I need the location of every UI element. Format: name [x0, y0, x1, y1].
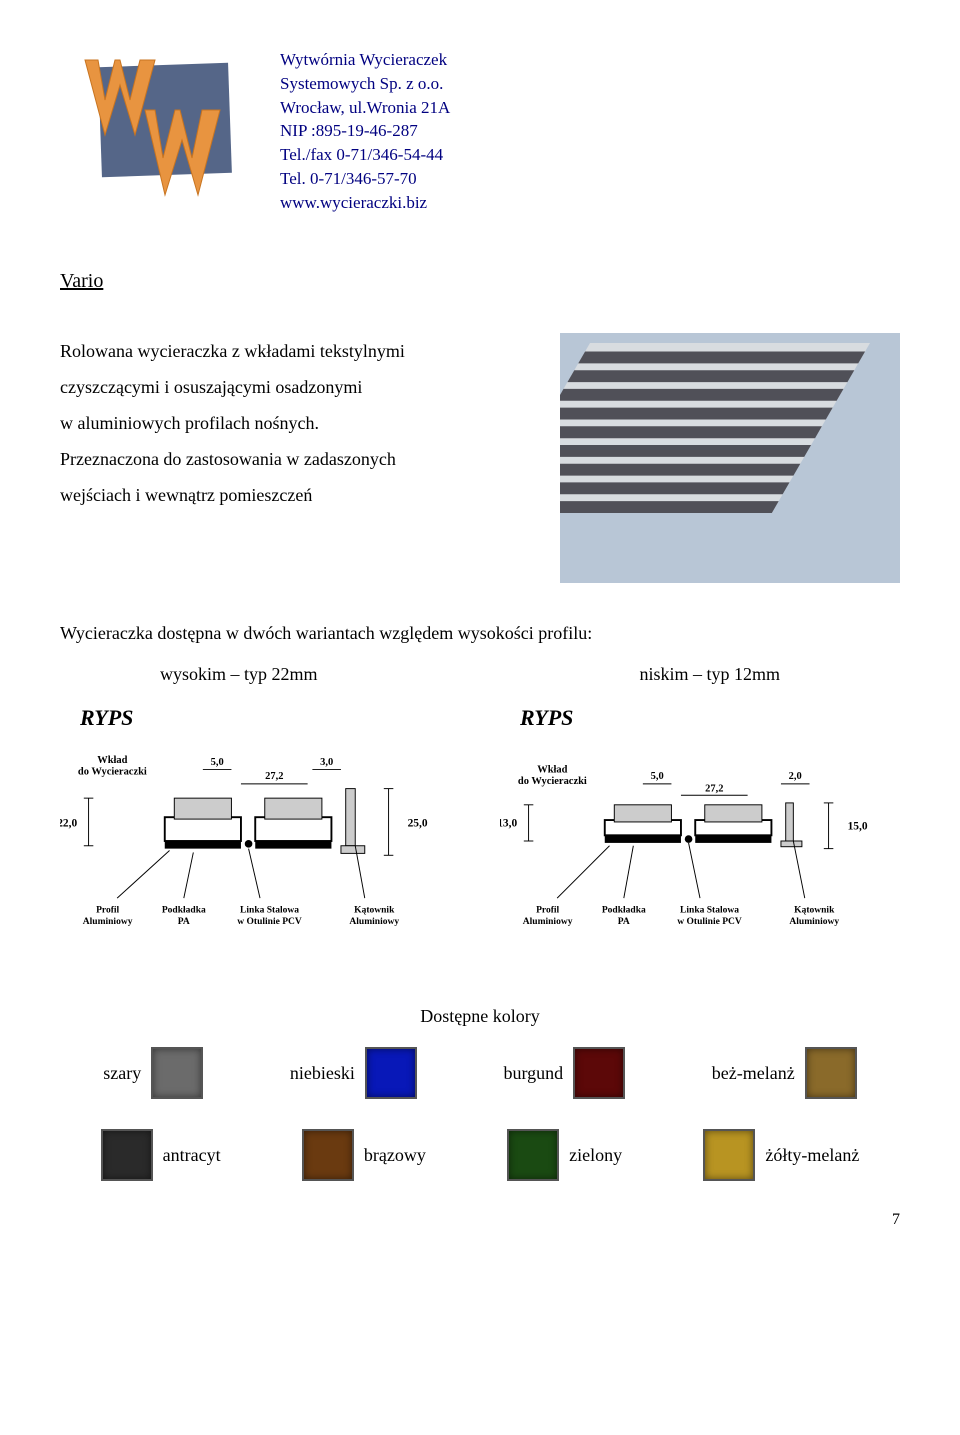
svg-text:Profil: Profil	[96, 905, 119, 915]
company-logo	[60, 40, 260, 220]
variant-labels: wysokim – typ 22mm niskim – typ 12mm	[60, 664, 900, 685]
svg-text:Aluminiowy: Aluminiowy	[349, 917, 399, 927]
color-label: zielony	[569, 1145, 622, 1166]
section-title: Vario	[60, 270, 900, 293]
company-phone2: Tel. 0-71/346-57-70	[280, 167, 450, 191]
color-label: brązowy	[364, 1145, 426, 1166]
desc-line: w aluminiowych profilach nośnych.	[60, 405, 530, 441]
colors-title: Dostępne kolory	[60, 1006, 900, 1027]
product-description: Rolowana wycieraczka z wkładami tekstyln…	[60, 333, 530, 583]
color-label: beż-melanż	[712, 1063, 795, 1084]
desc-line: czyszczącymi i osuszającymi osadzonymi	[60, 369, 530, 405]
svg-text:Kątownik: Kątownik	[354, 905, 395, 915]
color-swatch-burgund	[573, 1047, 625, 1099]
svg-text:Aluminiowy: Aluminiowy	[789, 917, 839, 927]
variant-low: niskim – typ 12mm	[639, 664, 900, 685]
color-item: szary	[103, 1047, 203, 1099]
color-swatch-brazowy	[302, 1129, 354, 1181]
company-phone1: Tel./fax 0-71/346-54-44	[280, 143, 450, 167]
color-label: antracyt	[163, 1145, 221, 1166]
company-info: Wytwórnia Wycieraczek Systemowych Sp. z …	[280, 40, 450, 215]
diagrams-row: RYPS Wkład do Wycieraczki 5,0 27,2 3,0	[60, 705, 900, 946]
svg-text:22,0: 22,0	[60, 818, 77, 830]
color-row-1: szary niebieski burgund beż-melanż	[60, 1047, 900, 1099]
svg-text:w Otulinie PCV: w Otulinie PCV	[677, 917, 742, 927]
svg-text:Wkład: Wkład	[537, 764, 567, 775]
page-header: Wytwórnia Wycieraczek Systemowych Sp. z …	[60, 40, 900, 220]
svg-text:do Wycieraczki: do Wycieraczki	[518, 776, 587, 787]
svg-text:PA: PA	[618, 917, 630, 927]
diagram-heading: RYPS	[500, 705, 900, 731]
svg-text:Aluminiowy: Aluminiowy	[523, 917, 573, 927]
color-swatch-zielony	[507, 1129, 559, 1181]
svg-text:15,0: 15,0	[848, 821, 868, 833]
color-swatch-antracyt	[101, 1129, 153, 1181]
color-label: szary	[103, 1063, 141, 1084]
color-item: żółty-melanż	[703, 1129, 859, 1181]
color-label: żółty-melanż	[765, 1145, 859, 1166]
color-item: zielony	[507, 1129, 622, 1181]
color-row-2: antracyt brązowy zielony żółty-melanż	[60, 1129, 900, 1181]
svg-text:Profil: Profil	[536, 905, 559, 915]
company-nip: NIP :895-19-46-287	[280, 119, 450, 143]
color-swatch-bez	[805, 1047, 857, 1099]
color-item: niebieski	[290, 1047, 417, 1099]
content-row: Rolowana wycieraczka z wkładami tekstyln…	[60, 333, 900, 583]
color-item: antracyt	[101, 1129, 221, 1181]
svg-text:Aluminiowy: Aluminiowy	[83, 917, 133, 927]
desc-line: Rolowana wycieraczka z wkładami tekstyln…	[60, 333, 530, 369]
svg-text:w Otulinie PCV: w Otulinie PCV	[237, 917, 302, 927]
svg-text:Kątownik: Kątownik	[794, 905, 835, 915]
color-item: burgund	[503, 1047, 625, 1099]
desc-line: Przeznaczona do zastosowania w zadaszony…	[60, 441, 530, 477]
desc-line: wejściach i wewnątrz pomieszczeń	[60, 477, 530, 513]
diagram-high: RYPS Wkład do Wycieraczki 5,0 27,2 3,0	[60, 705, 460, 946]
page-number: 7	[60, 1211, 900, 1229]
variant-high: wysokim – typ 22mm	[60, 664, 318, 685]
svg-text:Podkładka: Podkładka	[162, 905, 206, 915]
variant-intro: Wycieraczka dostępna w dwóch wariantach …	[60, 623, 900, 644]
color-swatch-szary	[151, 1047, 203, 1099]
svg-text:5,0: 5,0	[651, 771, 664, 782]
svg-text:Linka Stalowa: Linka Stalowa	[240, 905, 299, 915]
svg-text:13,0: 13,0	[500, 818, 517, 830]
svg-text:Linka Stalowa: Linka Stalowa	[680, 905, 739, 915]
svg-text:25,0: 25,0	[408, 818, 428, 830]
svg-text:Podkładka: Podkładka	[602, 905, 646, 915]
svg-text:27,2: 27,2	[265, 771, 283, 782]
product-photo	[560, 333, 900, 583]
diagram-low: RYPS Wkład do Wycieraczki 5,0 27,2 2,0	[500, 705, 900, 946]
color-swatch-niebieski	[365, 1047, 417, 1099]
company-name2: Systemowych Sp. z o.o.	[280, 72, 450, 96]
color-label: niebieski	[290, 1063, 355, 1084]
svg-text:2,0: 2,0	[789, 771, 802, 782]
svg-text:5,0: 5,0	[211, 757, 224, 768]
color-swatch-zolty	[703, 1129, 755, 1181]
svg-text:27,2: 27,2	[705, 783, 723, 794]
company-name1: Wytwórnia Wycieraczek	[280, 48, 450, 72]
diagram-heading: RYPS	[60, 705, 460, 731]
company-web: www.wycieraczki.biz	[280, 191, 450, 215]
svg-text:PA: PA	[178, 917, 190, 927]
svg-text:Wkład: Wkład	[97, 755, 127, 766]
svg-text:3,0: 3,0	[320, 757, 333, 768]
color-item: beż-melanż	[712, 1047, 857, 1099]
company-address: Wrocław, ul.Wronia 21A	[280, 96, 450, 120]
svg-text:do Wycieraczki: do Wycieraczki	[78, 766, 147, 777]
color-item: brązowy	[302, 1129, 426, 1181]
color-label: burgund	[503, 1063, 563, 1084]
